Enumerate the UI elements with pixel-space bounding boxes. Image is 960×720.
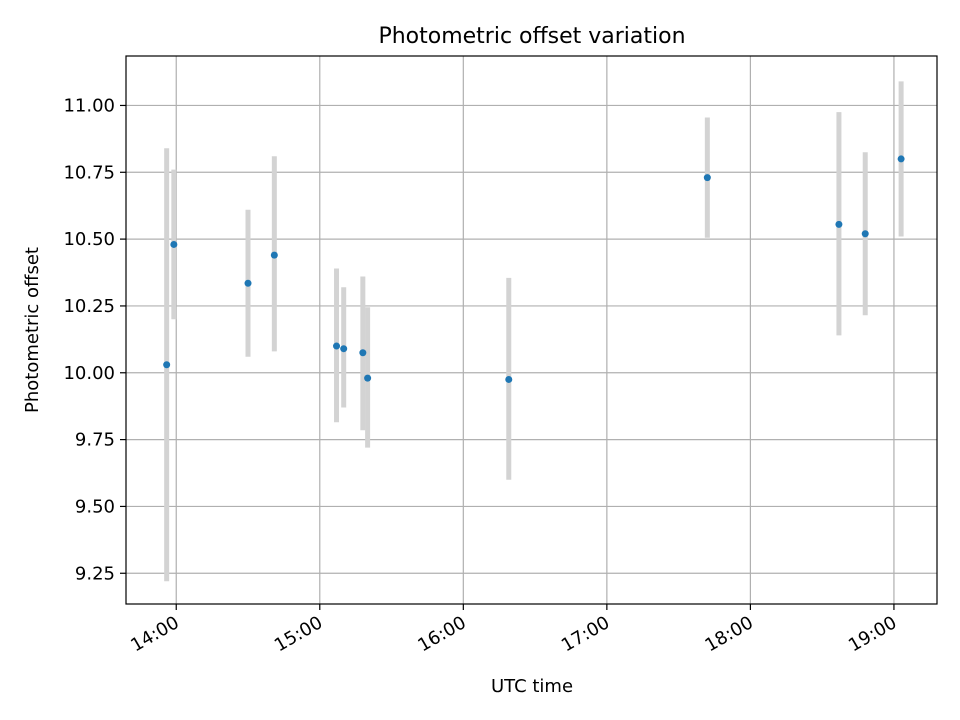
data-point (359, 349, 367, 357)
x-axis-title: UTC time (491, 676, 573, 697)
grid (126, 56, 937, 604)
y-tick-label: 9.75 (75, 430, 115, 451)
data-point (340, 345, 348, 353)
data-point (703, 174, 711, 182)
y-tick-label: 10.75 (63, 162, 115, 183)
plot-area-frame (125, 55, 938, 605)
data-point (861, 230, 869, 238)
y-tick-label: 9.25 (75, 563, 115, 584)
data-point (333, 342, 341, 350)
data-points (163, 155, 905, 383)
y-tick-label: 9.50 (75, 496, 115, 517)
data-point (163, 361, 171, 369)
y-axis-title: Photometric offset (22, 247, 43, 413)
y-axis-ticks: 9.25 9.50 9.75 10.00 10.25 10.50 10.75 11.00 (63, 95, 126, 584)
y-tick-label: 10.50 (63, 229, 115, 250)
data-point (835, 220, 843, 228)
data-point (170, 240, 178, 248)
data-point (270, 251, 278, 259)
y-tick-label: 11.00 (63, 95, 115, 116)
y-tick-label: 10.25 (63, 296, 115, 317)
data-point (364, 374, 372, 382)
chart-title: Photometric offset variation (378, 24, 685, 49)
data-point (897, 155, 905, 163)
data-point (505, 375, 513, 383)
data-point (244, 279, 252, 287)
y-tick-label: 10.00 (63, 363, 115, 384)
